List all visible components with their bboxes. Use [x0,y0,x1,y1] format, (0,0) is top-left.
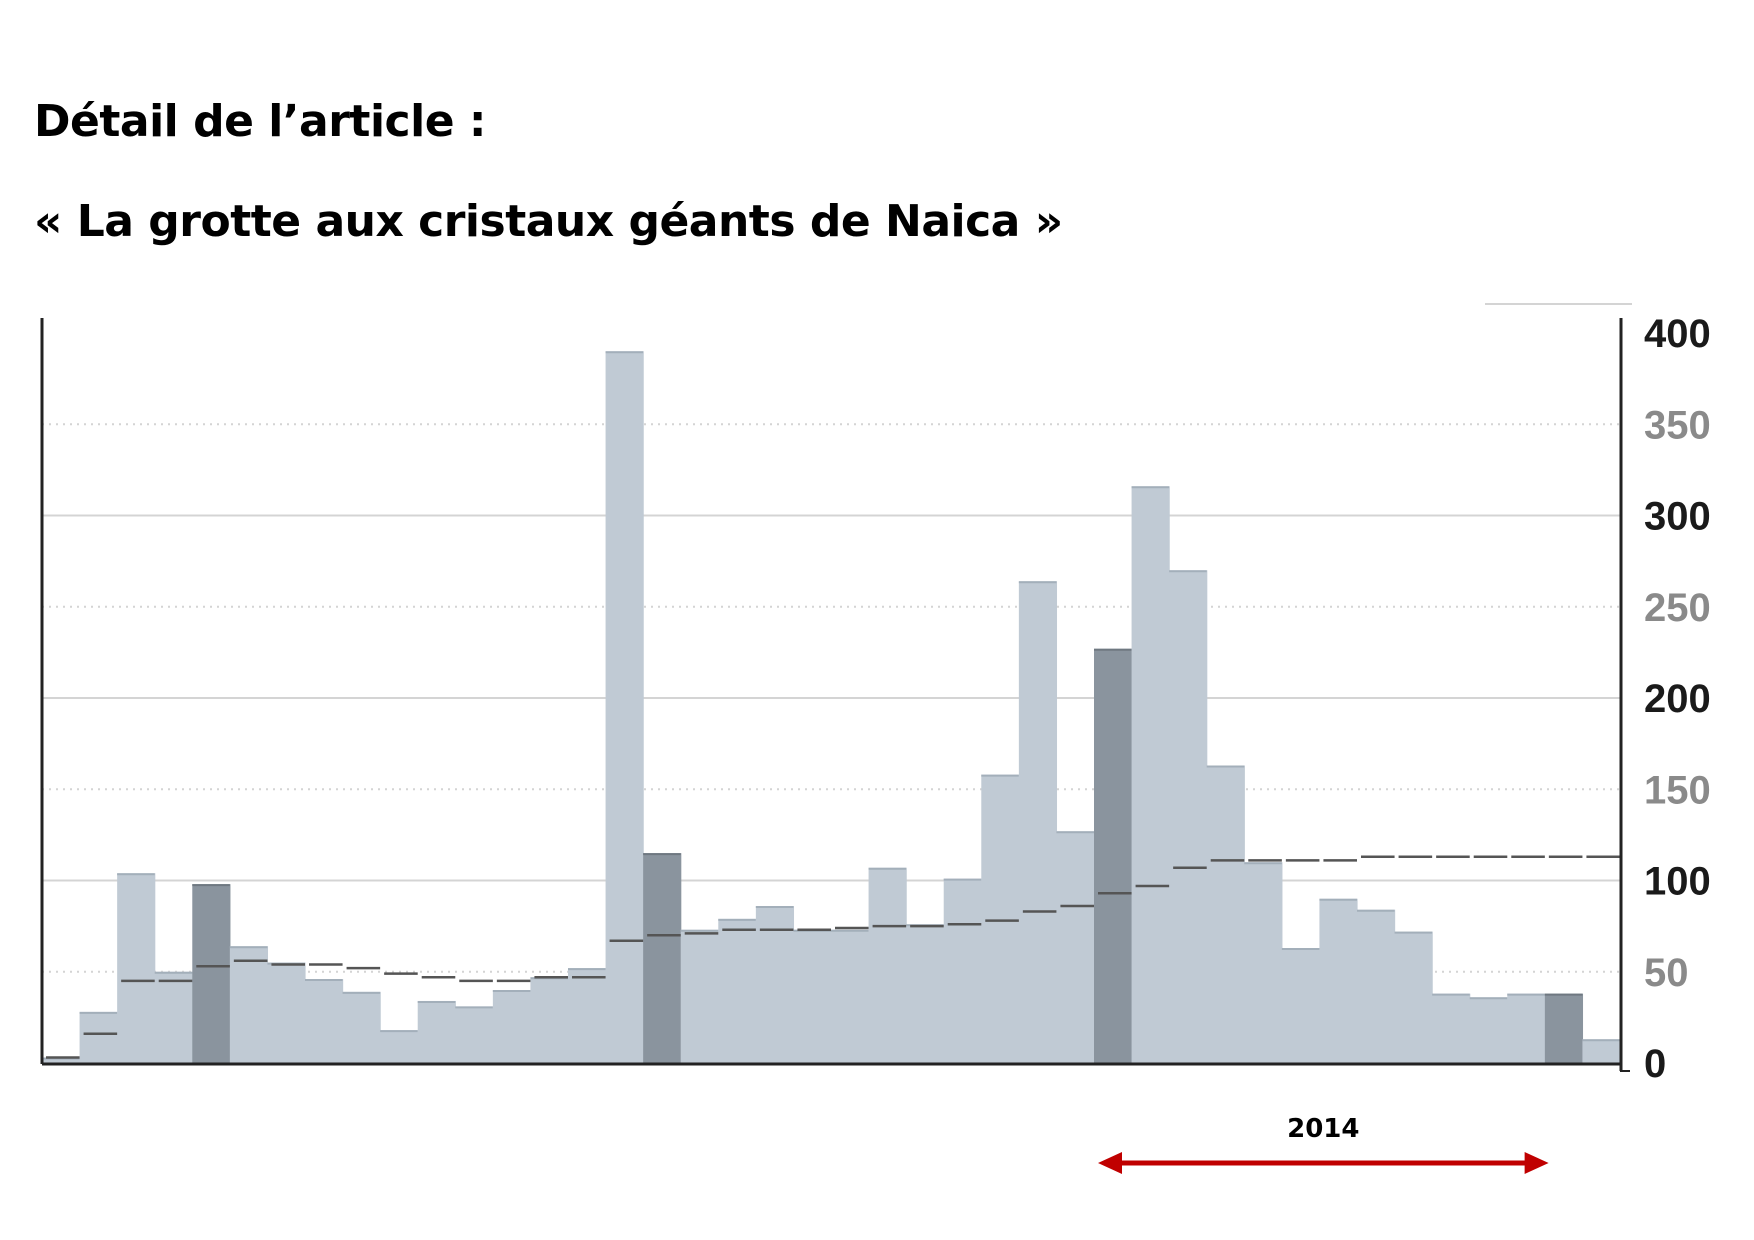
bar [718,918,757,1063]
bar [868,867,907,1063]
bar [1507,993,1546,1063]
bar [1469,997,1508,1063]
bar [267,962,306,1063]
y-tick-labels: 400 350 300 250 200 150 100 50 0 [1644,312,1711,1086]
y-tick-label-200: 200 [1644,677,1711,721]
year-annotation-label: 2014 [1287,1114,1359,1144]
page-title-line-1: Détail de l’article : [34,96,486,147]
bar [1281,948,1321,1063]
bar [831,929,870,1063]
bar [1357,909,1396,1063]
year-annotation: 2014 [1098,1114,1549,1174]
y-tick-label-300: 300 [1644,495,1711,539]
bar [117,873,156,1063]
bar [492,990,532,1063]
bar [605,351,644,1063]
bar-highlighted [1544,993,1584,1063]
bar [981,774,1020,1063]
bar [906,924,945,1063]
y-tick-label-100: 100 [1644,860,1711,904]
bar [342,991,381,1063]
bar [417,1000,456,1063]
bar [305,979,344,1063]
bar [154,971,193,1063]
bar [229,946,269,1063]
y-tick-label-50: 50 [1644,951,1689,995]
bar [455,1006,494,1063]
bar-highlighted [192,884,231,1063]
bar [79,1011,118,1063]
bar-highlighted [643,853,682,1063]
average-step-line [46,855,1620,1059]
y-tick-label-350: 350 [1644,403,1711,447]
bar [1018,581,1058,1063]
bar [1319,898,1358,1063]
bar [1169,570,1208,1063]
y-tick-label-0: 0 [1644,1042,1666,1086]
bar [530,977,569,1063]
y-tick-label-400: 400 [1644,312,1711,356]
y-tick-label-250: 250 [1644,586,1711,630]
bar [1394,931,1433,1063]
bars [42,351,1621,1063]
bar [380,1030,419,1063]
bar [793,929,832,1063]
bar [1056,831,1095,1063]
bar [680,929,719,1063]
bar [42,1057,81,1063]
bar [943,878,982,1063]
bar [1432,993,1471,1063]
page-title-line-2: « La grotte aux cristaux géants de Naica… [34,196,1063,247]
bar [755,906,795,1063]
grid-lines [42,303,1632,973]
y-tick-label-150: 150 [1644,768,1711,812]
bar [1206,765,1245,1063]
axes [40,318,1630,1072]
bar-highlighted [1094,648,1133,1063]
bar [1131,486,1170,1063]
bar [1244,862,1283,1063]
bar [1582,1039,1621,1063]
arrow-head-left [1098,1152,1122,1174]
bar [568,968,607,1063]
arrow-head-right [1524,1152,1549,1174]
